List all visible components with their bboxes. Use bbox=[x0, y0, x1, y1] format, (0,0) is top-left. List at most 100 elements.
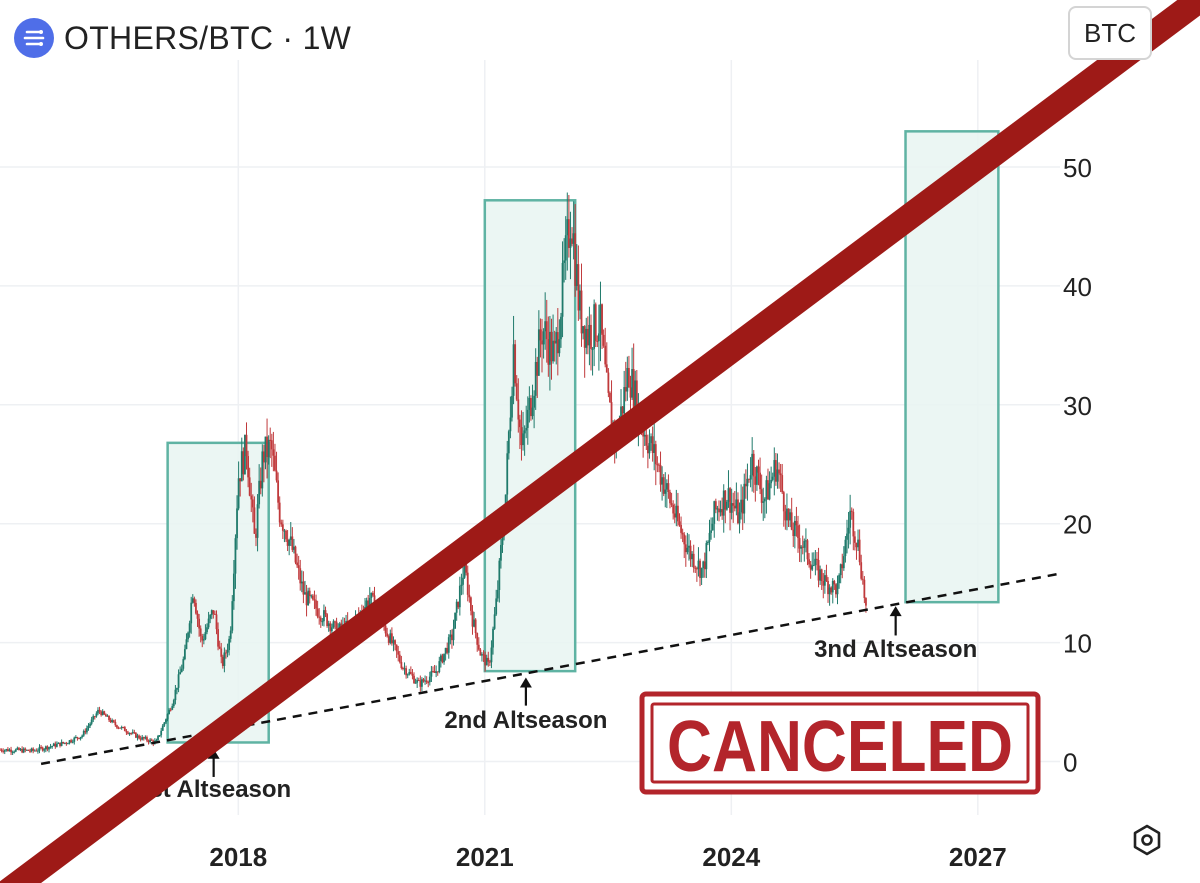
candle-body bbox=[694, 567, 697, 569]
candle-body bbox=[86, 728, 88, 733]
candle-body bbox=[123, 727, 126, 732]
candle-body bbox=[530, 397, 532, 417]
candle-body bbox=[299, 568, 302, 584]
candle-body bbox=[492, 628, 494, 648]
candle-body bbox=[147, 740, 150, 743]
candle-body bbox=[67, 743, 69, 745]
candle-body bbox=[54, 743, 57, 747]
candle-body bbox=[114, 721, 117, 726]
candle-body bbox=[240, 451, 243, 482]
candle-body bbox=[79, 736, 82, 739]
candle-body bbox=[673, 513, 676, 518]
candle-body bbox=[861, 578, 864, 580]
candle-body bbox=[155, 739, 158, 741]
candle-body bbox=[225, 652, 227, 654]
candle-body bbox=[163, 722, 166, 726]
candle-body bbox=[605, 364, 608, 373]
candle-body bbox=[863, 579, 866, 599]
candle-body bbox=[63, 742, 66, 744]
candle-body bbox=[691, 553, 694, 560]
support-trendline bbox=[40, 572, 1061, 766]
candle-body bbox=[522, 433, 524, 446]
settings-hexagon-icon bbox=[1133, 824, 1161, 856]
candle-body bbox=[737, 499, 739, 524]
candle-body bbox=[831, 580, 834, 593]
currency-button[interactable]: BTC bbox=[1068, 6, 1152, 60]
candle-body bbox=[207, 618, 210, 628]
candle-body bbox=[25, 749, 28, 751]
candle-body bbox=[697, 560, 700, 570]
candle-body bbox=[607, 372, 610, 393]
candle-body bbox=[507, 431, 510, 454]
candle-body bbox=[425, 680, 428, 683]
candle-body bbox=[18, 747, 20, 751]
candle-body bbox=[808, 559, 810, 565]
candle-body bbox=[488, 661, 491, 663]
candle-body bbox=[585, 328, 588, 348]
candle-body bbox=[231, 601, 234, 631]
candle-body bbox=[632, 369, 635, 411]
candle-body bbox=[496, 589, 499, 599]
candle-body bbox=[443, 653, 445, 663]
candle-body bbox=[323, 610, 325, 622]
candle-body bbox=[846, 533, 848, 540]
candle-body bbox=[838, 575, 840, 584]
candle-body bbox=[699, 560, 701, 578]
candle-body bbox=[108, 715, 110, 720]
candle-body bbox=[594, 304, 597, 341]
candle-body bbox=[417, 680, 420, 682]
candle-body bbox=[487, 657, 490, 662]
candle-body bbox=[264, 436, 267, 463]
candle-body bbox=[92, 716, 95, 720]
candle-body bbox=[272, 449, 275, 456]
candle-body bbox=[438, 661, 441, 673]
candle-body bbox=[653, 444, 656, 453]
candle-body bbox=[842, 556, 845, 569]
candle-body bbox=[172, 700, 175, 707]
candle-body bbox=[767, 480, 769, 500]
candle-body bbox=[852, 511, 855, 537]
candle-body bbox=[60, 741, 63, 746]
candle-body bbox=[122, 727, 125, 729]
candle-body bbox=[609, 392, 611, 403]
candle-body bbox=[308, 590, 311, 597]
candle-body bbox=[315, 600, 317, 609]
candle-body bbox=[44, 746, 47, 750]
candle-body bbox=[552, 340, 554, 362]
candle-body bbox=[646, 445, 649, 454]
candle-body bbox=[763, 498, 766, 502]
candle-body bbox=[422, 679, 425, 682]
candle-body bbox=[795, 520, 798, 526]
stamp-text: CANCELED bbox=[667, 707, 1013, 787]
candle-body bbox=[247, 456, 249, 478]
candle-body bbox=[384, 625, 387, 634]
candle-body bbox=[82, 731, 85, 736]
candle-body bbox=[196, 613, 199, 619]
candle-body bbox=[428, 676, 431, 683]
candle-body bbox=[22, 748, 25, 753]
candle-body bbox=[310, 595, 313, 597]
candle-body bbox=[678, 521, 681, 525]
candle-body bbox=[827, 580, 829, 595]
candle-body bbox=[700, 568, 703, 578]
settings-button[interactable] bbox=[1127, 820, 1167, 860]
candle-body bbox=[680, 524, 682, 533]
candle-body bbox=[95, 713, 98, 717]
candle-body bbox=[37, 750, 39, 752]
candle-body bbox=[571, 238, 573, 244]
candle-body bbox=[602, 334, 605, 346]
candle-body bbox=[525, 427, 528, 431]
candle-body bbox=[582, 326, 584, 334]
candle-body bbox=[218, 646, 221, 649]
candle-body bbox=[93, 716, 96, 718]
candle-body bbox=[751, 453, 754, 476]
candle-body bbox=[642, 428, 645, 437]
x-tick-label: 2021 bbox=[456, 842, 514, 872]
candle-body bbox=[631, 369, 633, 398]
candle-body bbox=[392, 640, 395, 644]
candle-body bbox=[651, 436, 654, 453]
candle-body bbox=[787, 508, 790, 521]
candle-body bbox=[470, 597, 472, 611]
